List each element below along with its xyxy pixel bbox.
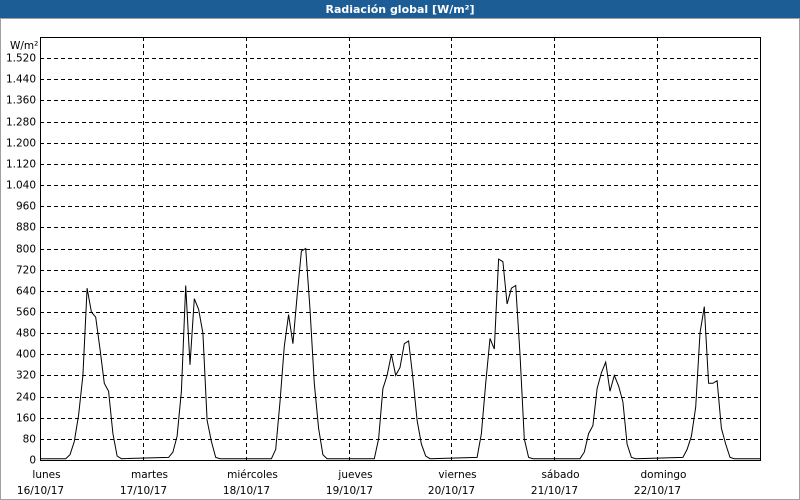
y-tick-label: 480: [16, 328, 36, 340]
y-tick-label: 560: [16, 307, 36, 319]
y-tick-label: 1.520: [6, 53, 36, 65]
chart-title: Radiación global [W/m²]: [325, 3, 474, 16]
x-tick-sublabel: 16/10/17: [17, 485, 64, 497]
y-tick-label: 880: [16, 222, 36, 234]
y-tick-label: 640: [16, 286, 36, 298]
y-tick-label: 1.200: [6, 138, 36, 150]
y-tick-label: 80: [23, 434, 36, 446]
y-tick-label: 320: [16, 370, 36, 382]
x-tick-sublabel: 21/10/17: [531, 485, 578, 497]
y-tick-label: 160: [16, 413, 36, 425]
y-tick-label: 0: [29, 455, 36, 467]
x-tick-label: lunes: [32, 469, 60, 481]
data-line: [40, 247, 760, 460]
plot-area: [40, 37, 761, 461]
frame: [0, 18, 800, 500]
x-tick-sublabel: 20/10/17: [428, 485, 475, 497]
y-tick-label: 720: [16, 265, 36, 277]
title-bar: [0, 0, 800, 18]
x-tick-label: miércoles: [227, 469, 278, 481]
x-tick-sublabel: 19/10/17: [326, 485, 373, 497]
y-tick-label: 1.040: [6, 180, 36, 192]
y-unit: W/m²: [10, 40, 38, 52]
y-tick-label: 1.280: [6, 117, 36, 129]
x-tick-label: domingo: [641, 469, 687, 481]
y-tick-label: 960: [16, 201, 36, 213]
y-tick-label: 240: [16, 392, 36, 404]
x-tick-sublabel: 22/10/17: [634, 485, 681, 497]
x-tick-label: martes: [131, 469, 168, 481]
x-tick-label: sábado: [541, 469, 579, 481]
x-tick-label: viernes: [438, 469, 476, 481]
x-tick-label: jueves: [337, 469, 372, 481]
x-tick-sublabel: 18/10/17: [223, 485, 270, 497]
y-tick-label: 800: [16, 244, 36, 256]
y-tick-label: 1.360: [6, 95, 36, 107]
y-tick-label: 1.120: [6, 159, 36, 171]
x-tick-sublabel: 17/10/17: [120, 485, 167, 497]
y-tick-label: 400: [16, 349, 36, 361]
y-tick-label: 1.440: [6, 74, 36, 86]
